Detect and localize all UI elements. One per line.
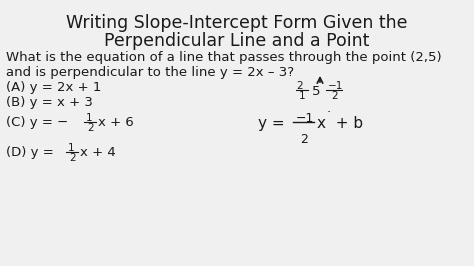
- Text: (B) y = x + 3: (B) y = x + 3: [6, 96, 93, 109]
- Text: What is the equation of a line that passes through the point (2,5): What is the equation of a line that pass…: [6, 51, 442, 64]
- Text: Perpendicular Line and a Point: Perpendicular Line and a Point: [104, 32, 370, 50]
- Text: 2: 2: [87, 123, 94, 133]
- Text: 1: 1: [68, 143, 74, 153]
- Text: Writing Slope-Intercept Form Given the: Writing Slope-Intercept Form Given the: [66, 14, 408, 32]
- Text: 1: 1: [299, 91, 306, 101]
- Text: 2: 2: [331, 91, 337, 101]
- Text: x + 4: x + 4: [80, 146, 116, 159]
- Text: −1: −1: [296, 112, 314, 125]
- Text: .: .: [327, 102, 331, 115]
- Text: (D) y =: (D) y =: [6, 146, 58, 159]
- Text: 1: 1: [86, 113, 92, 123]
- Text: 2: 2: [69, 153, 76, 163]
- Text: 2: 2: [296, 81, 302, 91]
- Text: 2: 2: [300, 133, 308, 146]
- Text: (A) y = 2x + 1: (A) y = 2x + 1: [6, 81, 101, 94]
- Text: 5: 5: [312, 85, 320, 98]
- Text: (C) y = −: (C) y = −: [6, 116, 68, 129]
- Text: −1: −1: [328, 81, 343, 91]
- Text: x + 6: x + 6: [98, 116, 134, 129]
- Text: x  + b: x + b: [317, 116, 363, 131]
- Text: and is perpendicular to the line y = 2x – 3?: and is perpendicular to the line y = 2x …: [6, 66, 294, 79]
- Text: y =: y =: [258, 116, 290, 131]
